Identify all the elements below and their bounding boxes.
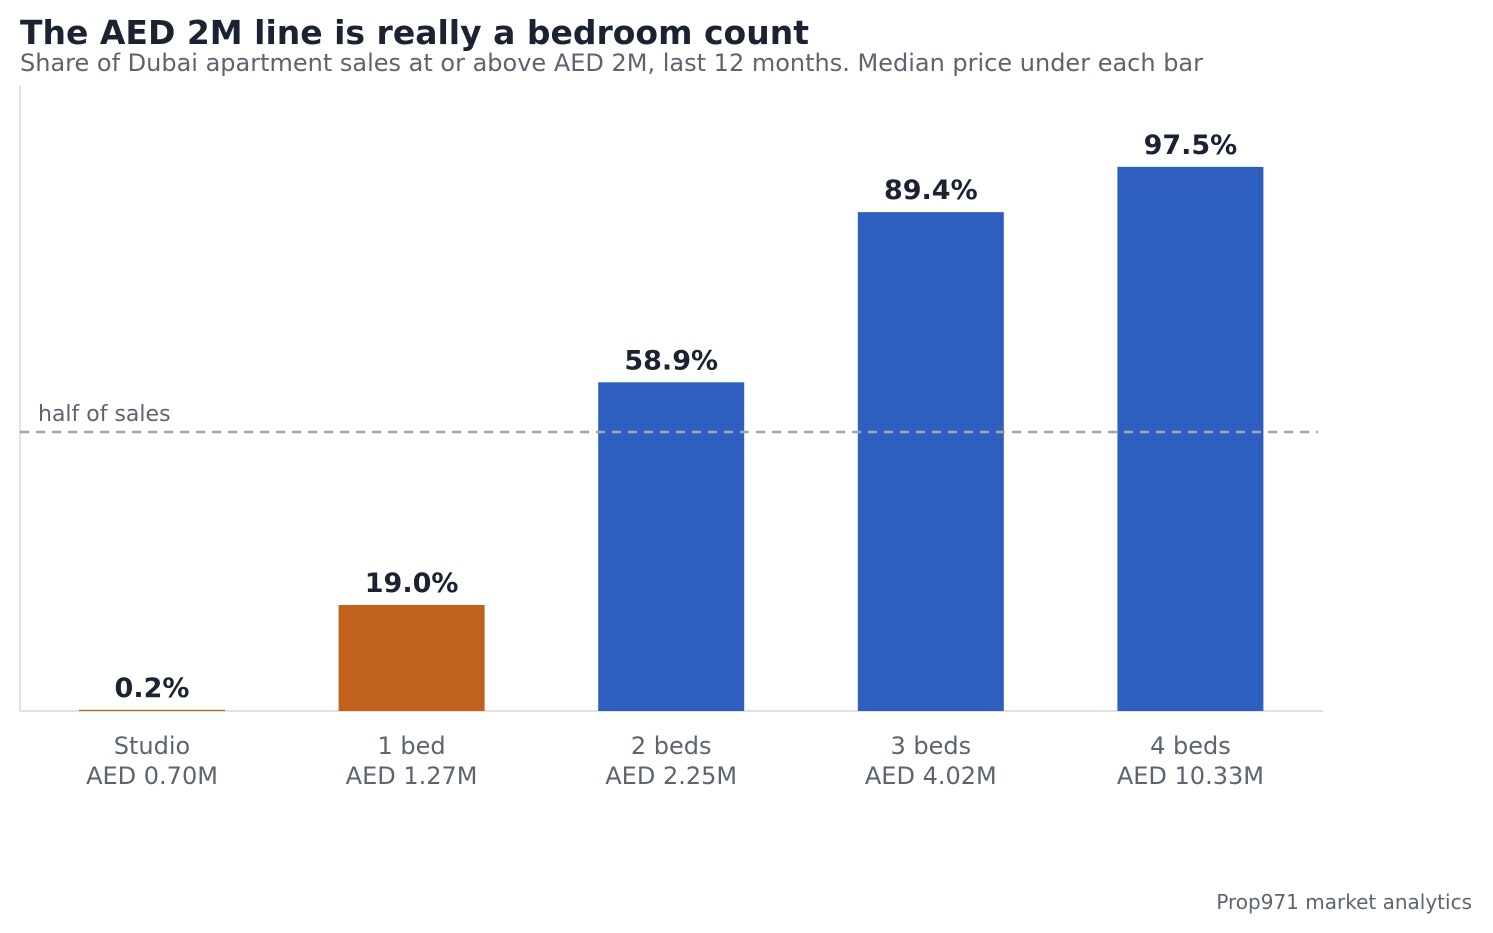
category-label-4: 3 beds	[890, 732, 971, 760]
category-label-2: 1 bed	[378, 732, 446, 760]
median-price-label-3: AED 2.25M	[605, 762, 737, 790]
value-label-3: 58.9%	[624, 345, 718, 376]
category-label-5: 4 beds	[1150, 732, 1231, 760]
median-price-label-2: AED 1.27M	[346, 762, 478, 790]
value-label-5: 97.5%	[1144, 130, 1238, 161]
bar-2	[338, 604, 485, 711]
category-label-3: 2 beds	[631, 732, 712, 760]
reference-line-label: half of sales	[38, 402, 171, 427]
median-price-label-5: AED 10.33M	[1117, 762, 1264, 790]
median-price-label-4: AED 4.02M	[865, 762, 997, 790]
value-label-2: 19.0%	[365, 568, 459, 599]
category-label-1: Studio	[114, 732, 190, 760]
value-label-4: 89.4%	[884, 175, 978, 206]
bar-1	[79, 709, 225, 711]
median-price-label-1: AED 0.70M	[86, 762, 218, 790]
value-label-1: 0.2%	[115, 673, 190, 704]
bar-3	[598, 382, 745, 711]
chart-subtitle: Share of Dubai apartment sales at or abo…	[20, 49, 1204, 77]
bar-5	[1117, 166, 1264, 712]
bar-4	[857, 212, 1004, 711]
bars-group	[79, 166, 1264, 712]
source-note: Prop971 market analytics	[1216, 890, 1472, 914]
reference-line-group: half of sales	[20, 402, 1318, 434]
chart-title: The AED 2M line is really a bedroom coun…	[20, 13, 809, 52]
